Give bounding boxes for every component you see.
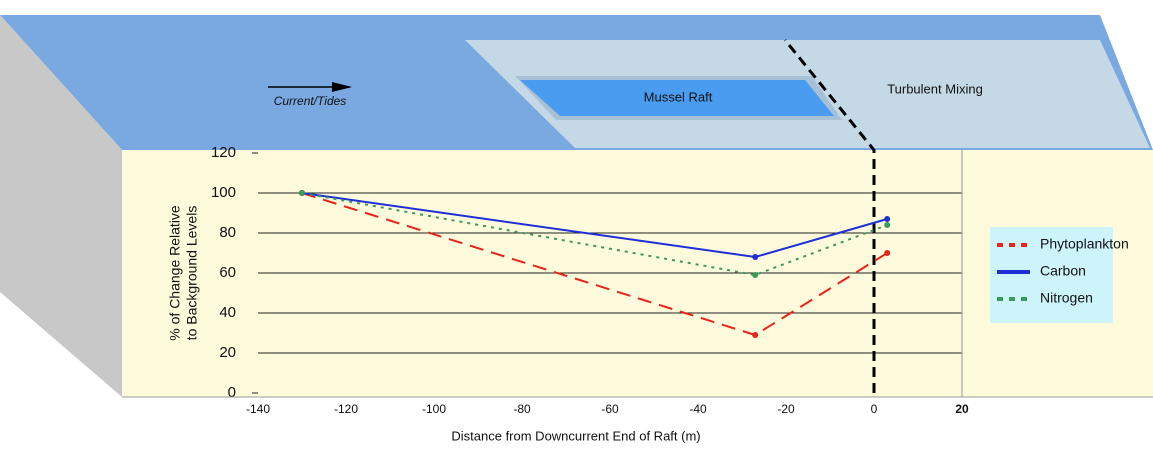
point — [752, 332, 759, 338]
raft-label: Mussel Raft — [644, 89, 713, 104]
x-tick-label: -120 — [334, 402, 358, 416]
y-tick-label: 20 — [219, 344, 236, 361]
x-tick-label: -140 — [246, 402, 270, 416]
y-tick-label: 120 — [211, 144, 236, 161]
point — [752, 254, 759, 260]
y-tick-label: 60 — [219, 264, 236, 281]
y-axis-label: to Background Levels — [184, 206, 200, 341]
x-tick-label: -100 — [422, 402, 446, 416]
y-tick-label: 0 — [228, 384, 236, 401]
boundary-line — [783, 39, 876, 393]
x-tick-label: 20 — [955, 402, 969, 416]
x-axis-label: Distance from Downcurrent End of Raft (m… — [451, 428, 700, 443]
raft — [520, 80, 834, 116]
current-arrow-head — [332, 82, 352, 92]
y-tick-label: 80 — [219, 224, 236, 241]
point — [884, 216, 891, 222]
point — [752, 272, 759, 278]
legend-label: Carbon — [1040, 263, 1086, 279]
y-tick-label: 40 — [219, 304, 236, 321]
y-axis-label: % of Change Relative — [167, 205, 183, 341]
point — [299, 190, 305, 196]
current-label: Current/Tides — [274, 94, 347, 108]
x-tick-label: -20 — [777, 402, 795, 416]
x-tick-label: -80 — [513, 402, 531, 416]
series-line — [301, 192, 888, 277]
mixing-label: Turbulent Mixing — [887, 81, 983, 96]
legend-label: Phytoplankton — [1040, 236, 1129, 252]
point — [884, 222, 891, 228]
x-tick-label: 0 — [871, 402, 878, 416]
point — [884, 250, 891, 256]
legend-label: Nitrogen — [1040, 290, 1093, 306]
side-face — [0, 15, 122, 397]
x-tick-label: -40 — [689, 402, 707, 416]
y-tick-label: 100 — [211, 184, 236, 201]
x-tick-label: -60 — [601, 402, 619, 416]
